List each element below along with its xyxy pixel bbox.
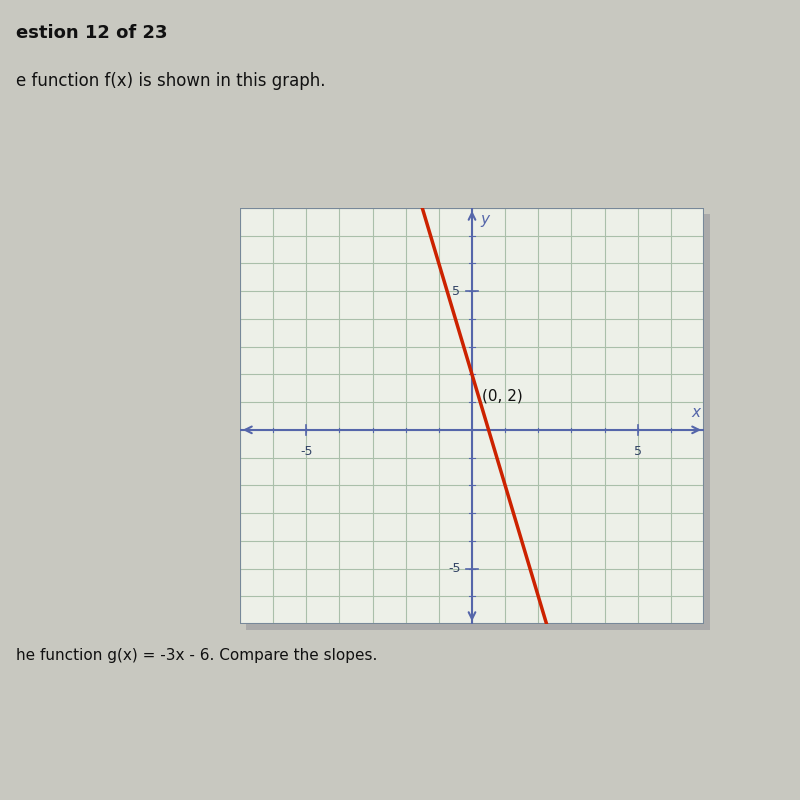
Text: -5: -5 [300, 445, 313, 458]
Text: x: x [692, 405, 701, 420]
Bar [240, 208, 704, 624]
Text: -5: -5 [448, 562, 460, 575]
Text: he function g(x) = -3x - 6. Compare the slopes.: he function g(x) = -3x - 6. Compare the … [16, 648, 378, 663]
Text: y: y [480, 212, 490, 227]
Text: (0, 2): (0, 2) [482, 388, 522, 403]
Text: estion 12 of 23: estion 12 of 23 [16, 24, 167, 42]
Text: 5: 5 [634, 445, 642, 458]
Text: e function f(x) is shown in this graph.: e function f(x) is shown in this graph. [16, 72, 326, 90]
Text: 5: 5 [452, 285, 460, 298]
